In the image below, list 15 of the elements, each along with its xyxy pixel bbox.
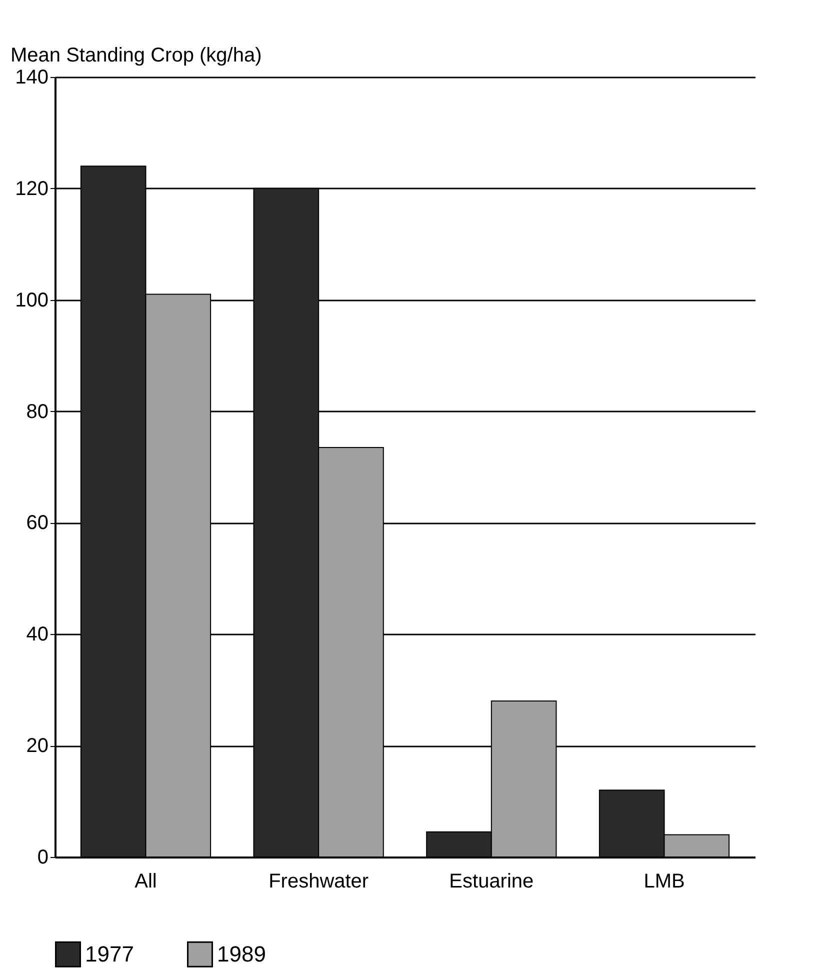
y-tick-label: 40: [26, 624, 48, 646]
legend-label: 1977: [85, 941, 134, 966]
x-tick-label: LMB: [644, 870, 685, 892]
y-tick-label: 140: [15, 66, 48, 88]
x-tick-label: Freshwater: [268, 870, 369, 892]
y-axis-title: Mean Standing Crop (kg/ha): [10, 44, 262, 66]
y-tick-label: 80: [26, 400, 48, 423]
x-tick-label: Estuarine: [449, 870, 534, 892]
y-tick-label: 100: [15, 289, 48, 312]
legend-label: 1989: [217, 941, 266, 966]
y-tick-label: 0: [37, 846, 48, 868]
y-tick-label: 20: [26, 735, 48, 758]
x-tick-label: All: [134, 870, 157, 892]
y-tick-label: 60: [26, 512, 48, 534]
y-tick-label: 120: [15, 178, 48, 200]
